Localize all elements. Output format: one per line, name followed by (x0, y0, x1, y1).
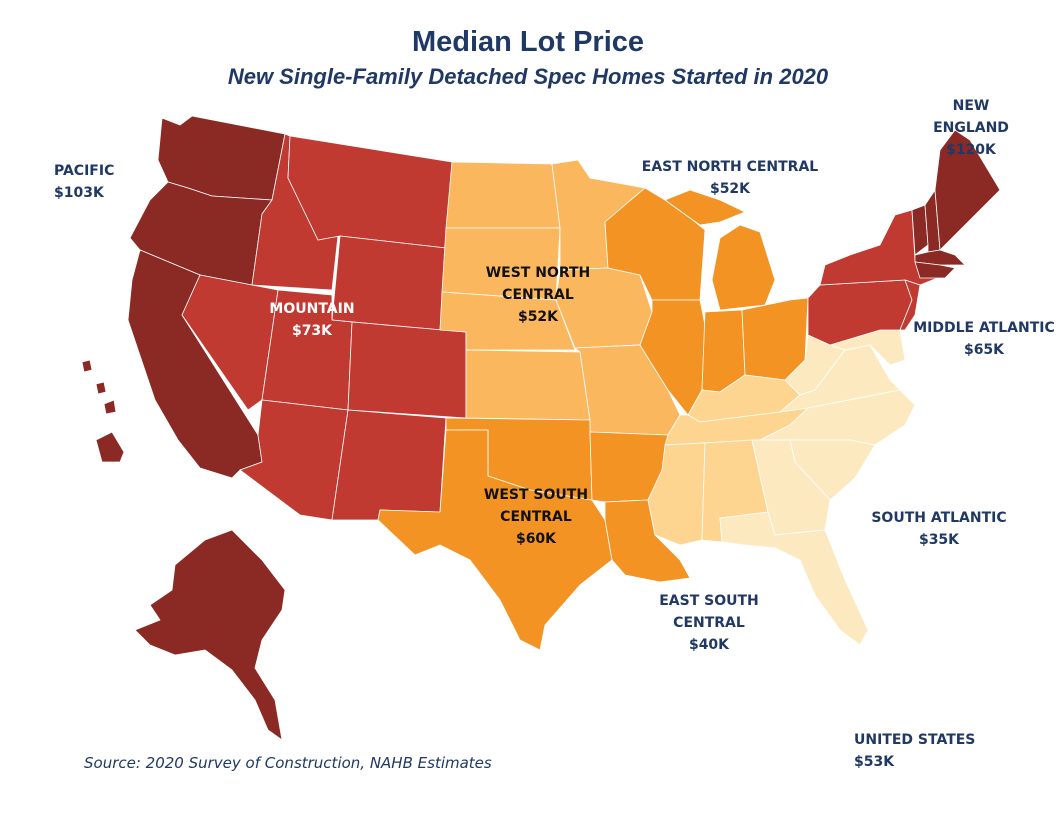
label-united-states: UNITED STATES $53K (854, 729, 975, 773)
state-texas (377, 429, 613, 651)
label-ma-value: $65K (963, 342, 1005, 358)
state-florida (719, 511, 869, 646)
state-hawaii-islands (81, 359, 117, 415)
label-mountain-value: $73K (291, 323, 333, 339)
label-wsc-value: $60K (515, 531, 557, 547)
state-new-mexico (331, 409, 447, 521)
label-east-south-central: EAST SOUTH CENTRAL $40K (646, 590, 772, 656)
state-new-jersey (899, 279, 921, 331)
label-enc-name: EAST NORTH CENTRAL (641, 159, 819, 175)
label-pacific-value: $103K (54, 185, 104, 201)
region-west-south-central (377, 417, 691, 651)
region-east-south-central (647, 374, 809, 546)
label-pacific-name: PACIFIC (54, 163, 115, 179)
state-michigan-up (664, 189, 746, 226)
label-west-south-central: WEST SOUTH CENTRAL $60K (466, 484, 606, 550)
label-esc-value: $40K (688, 637, 730, 653)
label-sa-value: $35K (918, 532, 960, 548)
state-hawaii (95, 431, 125, 463)
state-alaska (134, 529, 286, 741)
label-wnc-value: $52K (517, 309, 559, 325)
label-new-england: NEW ENGLAND $120K (916, 95, 1026, 161)
state-north-dakota (445, 161, 561, 229)
label-south-atlantic: SOUTH ATLANTIC $35K (866, 507, 1012, 551)
label-sa-name: SOUTH ATLANTIC (871, 510, 1007, 526)
region-mountain (181, 133, 467, 521)
region-south-atlantic (719, 329, 916, 646)
label-us-value: $53K (854, 754, 895, 770)
label-esc-line2: CENTRAL (673, 615, 745, 631)
label-wnc-line1: WEST NORTH (485, 265, 591, 281)
label-wsc-line2: CENTRAL (500, 509, 572, 525)
label-ne-value: $120K (946, 142, 996, 158)
label-us-name: UNITED STATES (854, 732, 976, 748)
label-ma-name: MIDDLE ATLANTIC (913, 320, 1055, 336)
label-ne-name: NEW ENGLAND (933, 98, 1009, 136)
source-note: Source: 2020 Survey of Construction, NAH… (84, 754, 492, 772)
label-wsc-line1: WEST SOUTH (483, 487, 589, 503)
label-west-north-central: WEST NORTH CENTRAL $52K (470, 262, 606, 328)
state-kansas (465, 349, 591, 421)
region-new-england (911, 129, 1001, 279)
state-maine (934, 129, 1001, 251)
region-middle-atlantic (807, 209, 946, 346)
label-mountain-name: MOUNTAIN (269, 301, 355, 317)
region-west-north-central (439, 159, 681, 436)
map-subtitle: New Single-Family Detached Spec Homes St… (227, 64, 829, 89)
state-connecticut-ri (914, 261, 956, 279)
map-title: Median Lot Price (411, 26, 645, 58)
label-esc-line1: EAST SOUTH (659, 593, 759, 609)
label-east-north-central: EAST NORTH CENTRAL $52K (640, 156, 820, 200)
state-michigan (711, 224, 776, 311)
label-mountain: MOUNTAIN $73K (254, 298, 370, 342)
region-east-north-central (604, 187, 809, 416)
label-pacific: PACIFIC $103K (54, 160, 114, 204)
label-wnc-line2: CENTRAL (502, 287, 574, 303)
label-enc-value: $52K (709, 181, 751, 197)
region-pacific (81, 115, 286, 741)
state-wisconsin (604, 187, 706, 301)
label-middle-atlantic: MIDDLE ATLANTIC $65K (912, 317, 1056, 361)
